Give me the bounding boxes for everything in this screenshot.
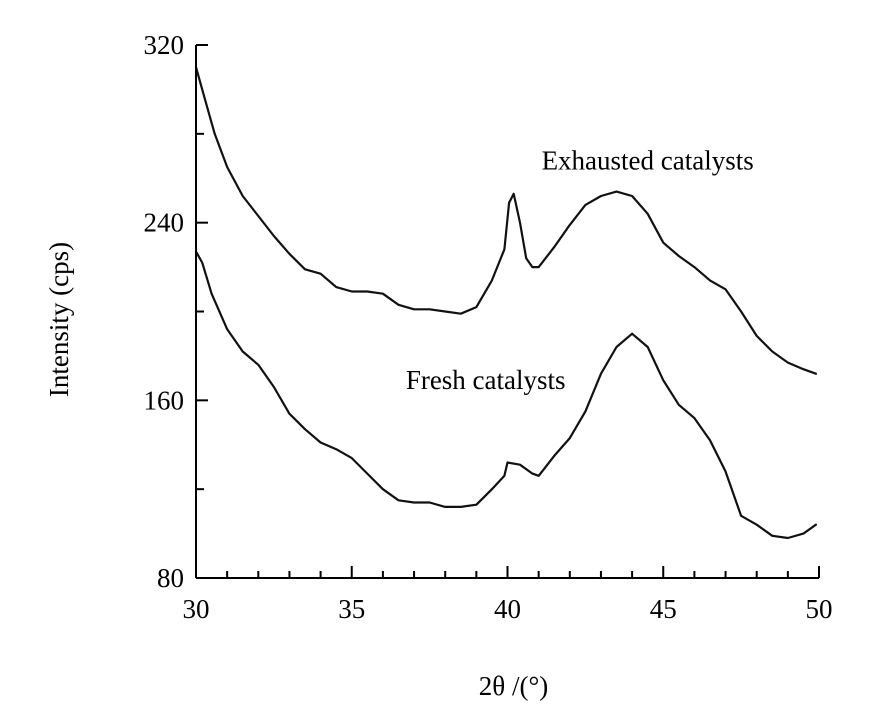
x-tick-label: 50 xyxy=(806,594,833,624)
x-tick-label: 40 xyxy=(494,594,521,624)
y-tick-label: 80 xyxy=(157,563,184,593)
y-tick-label: 160 xyxy=(144,385,185,415)
series-line-exhausted-catalysts xyxy=(194,66,817,375)
x-tick-label: 45 xyxy=(650,594,677,624)
axes-layer: 30 35 40 45 50 80 160 240 320 xyxy=(144,30,833,624)
y-tick-label: 240 xyxy=(144,208,185,238)
x-axis-title: 2θ /(°) xyxy=(479,671,548,701)
series-line-fresh-catalysts xyxy=(194,250,817,540)
y-tick-label: 320 xyxy=(144,30,185,60)
x-tick-label: 35 xyxy=(338,594,365,624)
y-axis-title: Intensity (cps) xyxy=(44,242,74,397)
labels-layer: 2θ /(°) Intensity (cps) Exhausted cataly… xyxy=(44,145,754,701)
series-layer xyxy=(194,66,817,540)
annotation-exhausted-catalysts: Exhausted catalysts xyxy=(542,145,754,175)
x-tick-label: 30 xyxy=(183,594,210,624)
annotation-fresh-catalysts: Fresh catalysts xyxy=(406,365,566,395)
